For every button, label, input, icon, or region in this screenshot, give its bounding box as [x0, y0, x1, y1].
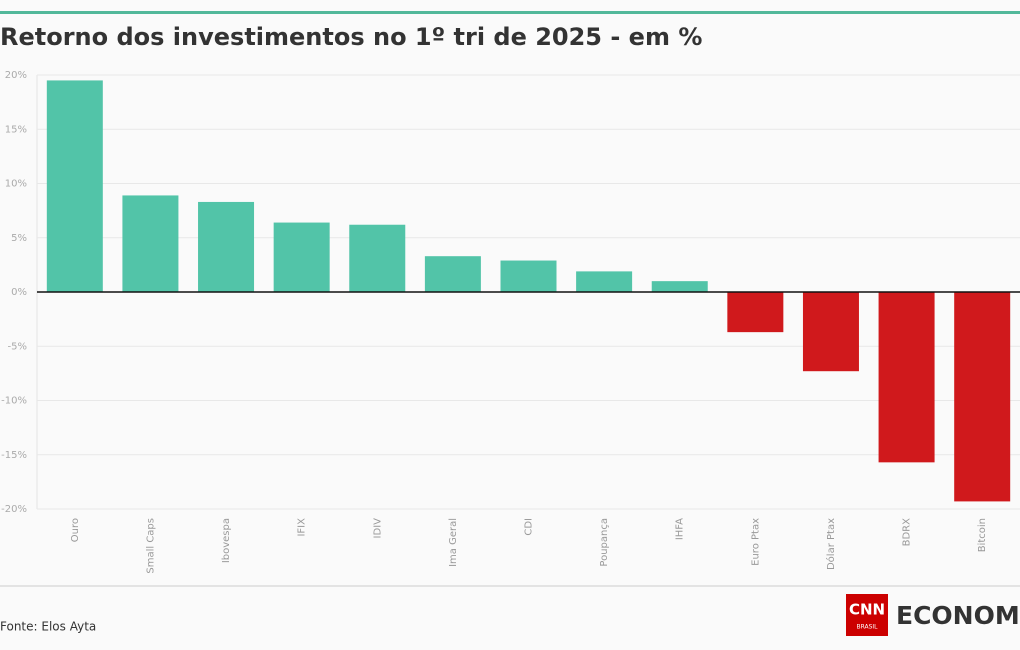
bar: [198, 201, 255, 292]
x-tick-label: IFIX: [297, 518, 308, 537]
bar: [651, 281, 708, 292]
logo-mark: CNN: [849, 601, 885, 619]
y-tick-label: -10%: [1, 396, 27, 407]
y-tick-label: -15%: [1, 450, 27, 461]
x-tick-label: CDI: [524, 518, 535, 536]
x-tick-label: Poupança: [599, 518, 610, 567]
bar: [500, 260, 557, 292]
y-tick-label: 10%: [5, 179, 27, 190]
bar: [273, 222, 330, 292]
x-tick-label: Dólar Ptax: [825, 518, 837, 570]
source: Fonte: Elos Ayta: [0, 620, 96, 634]
logo-box: [846, 594, 888, 636]
y-tick-label: 15%: [5, 124, 27, 135]
top-rule: [0, 11, 1020, 14]
x-tick-label: Bitcoin: [977, 518, 988, 552]
bar: [727, 292, 784, 333]
x-tick-label: Euro Ptax: [750, 518, 761, 566]
y-tick-label: 5%: [11, 233, 27, 244]
bar: [349, 224, 406, 292]
y-tick-label: -20%: [1, 504, 27, 515]
bar: [424, 256, 481, 292]
y-tick-label: 20%: [5, 70, 27, 81]
x-tick-label: Ima Geral: [448, 518, 459, 567]
logo-text: ECONOMIA: [896, 601, 1020, 630]
bar: [802, 292, 859, 372]
y-tick-label: -5%: [8, 341, 27, 352]
bar: [878, 292, 935, 463]
x-tick-label: Ouro: [70, 518, 81, 542]
x-tick-label: IHFA: [675, 518, 686, 540]
chart-title: Retorno dos investimentos no 1º tri de 2…: [0, 23, 702, 51]
x-tick-label: BDRX: [902, 518, 913, 547]
x-tick-label: IDIV: [372, 518, 383, 539]
x-tick-label: Ibovespa: [221, 518, 232, 563]
bar: [954, 292, 1011, 502]
bar: [122, 195, 179, 292]
bar: [46, 80, 103, 292]
y-tick-label: 0%: [11, 287, 27, 298]
logo-sub: BRASIL: [856, 624, 878, 631]
bar: [576, 271, 633, 292]
x-tick-label: Small Caps: [145, 518, 156, 574]
